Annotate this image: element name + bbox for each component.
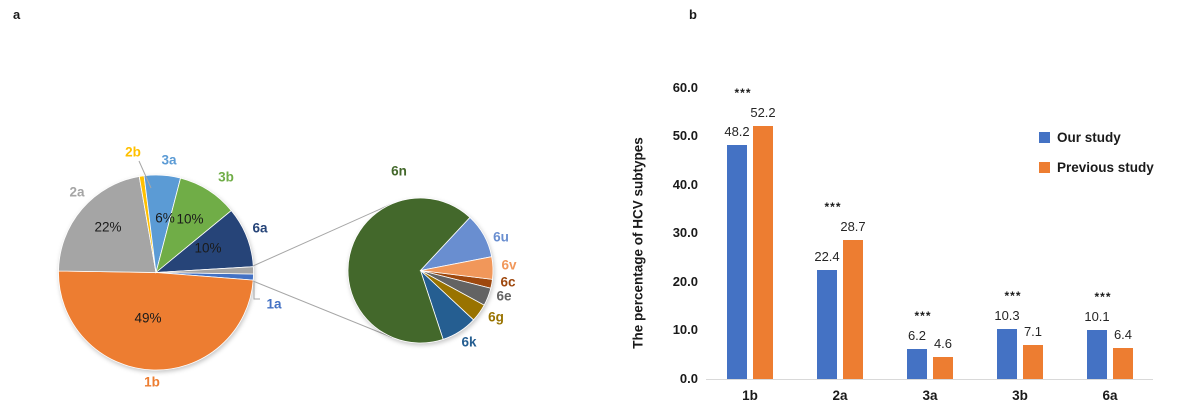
significance-2a: *** (824, 199, 842, 214)
legend-swatch-previous-study (1039, 162, 1050, 173)
bar-value-our-study-3a: 6.2 (907, 327, 927, 343)
bar-value-our-study-6a: 10.1 (1084, 308, 1110, 324)
pie-label-6n: 6n (391, 164, 407, 179)
bar-previous-study-1b (753, 125, 773, 379)
y-tick-10.0: 10.0 (672, 322, 698, 338)
x-tick-3b: 3b (1012, 388, 1028, 403)
x-tick-3a: 3a (922, 388, 938, 403)
bar-our-study-1b (727, 144, 747, 379)
pie-slice-2a (58, 175, 157, 273)
pie-label-6v: 6v (501, 258, 517, 273)
significance-3a: *** (914, 308, 932, 323)
legend-label-our-study: Our study (1057, 130, 1121, 145)
pie-percent-label-3b: 10% (176, 212, 203, 227)
y-tick-40.0: 40.0 (672, 176, 698, 192)
bar-previous-study-3a (933, 356, 953, 379)
pie-label-1b: 1b (144, 375, 160, 390)
x-tick-6a: 6a (1102, 388, 1118, 403)
pie-label-6u: 6u (493, 230, 509, 245)
y-tick-60.0: 60.0 (672, 79, 698, 95)
bar-value-our-study-2a: 22.4 (814, 249, 840, 265)
pie-percent-label-6a: 10% (194, 241, 221, 256)
connector-line-top (252, 203, 391, 267)
significance-1b: *** (734, 85, 752, 100)
pie-label-6g: 6g (488, 310, 504, 325)
bar-our-study-3a (907, 348, 927, 379)
pie-label-3a: 3a (161, 153, 177, 168)
bar-value-our-study-1b: 48.2 (724, 123, 750, 139)
bar-value-previous-study-2a: 28.7 (840, 218, 866, 234)
bar-our-study-6a (1087, 329, 1107, 379)
bar-our-study-3b (997, 329, 1017, 379)
pie-label-6c: 6c (500, 275, 516, 290)
bar-value-our-study-3b: 10.3 (994, 308, 1020, 323)
y-tick-20.0: 20.0 (672, 273, 698, 289)
x-tick-1b: 1b (742, 388, 758, 403)
legend-item-our-study: Our study (1039, 130, 1121, 145)
significance-3b: *** (1004, 289, 1022, 303)
connector-line-bottom (252, 280, 393, 338)
significance-6a: *** (1094, 289, 1112, 304)
bar-previous-study-3b (1023, 344, 1043, 379)
y-axis-title: The percentage of HCV subtypes (630, 137, 646, 349)
bar-previous-study-6a (1113, 347, 1133, 379)
legend-item-previous-study: Previous study (1039, 160, 1154, 175)
pie-slice-6v (420, 256, 494, 280)
leader-line-1a (253, 282, 260, 300)
pie-slice-6n (347, 197, 471, 344)
leader-line-2b (138, 160, 152, 189)
pie-label-2a: 2a (69, 185, 85, 200)
pie-slice-1b (58, 270, 254, 371)
y-tick-0.0: 0.0 (679, 371, 698, 386)
pie-label-6a: 6a (252, 221, 268, 236)
legend-label-previous-study: Previous study (1057, 160, 1154, 175)
bar-value-previous-study-3b: 7.1 (1023, 323, 1043, 339)
pie-percent-label-2a: 22% (94, 220, 121, 235)
main-pie (58, 174, 254, 371)
bar-previous-study-2a (843, 239, 863, 379)
x-axis-line (706, 378, 1153, 380)
pie-label-6k: 6k (461, 335, 477, 350)
pie-label-1a: 1a (266, 297, 282, 312)
pie-percent-label-1b: 49% (134, 311, 161, 326)
panel-a-label: a (13, 7, 21, 22)
genotype6-pie (347, 197, 494, 344)
bar-our-study-2a (817, 270, 837, 379)
pie-slice-genotype6-other (155, 266, 254, 275)
pie-label-3b: 3b (218, 170, 234, 185)
bar-value-previous-study-1b: 52.2 (750, 104, 776, 120)
y-tick-30.0: 30.0 (672, 225, 698, 241)
bar-value-previous-study-3a: 4.6 (933, 335, 953, 351)
x-tick-2a: 2a (832, 388, 848, 403)
pie-label-6e: 6e (496, 289, 512, 304)
pie-percent-label-3a: 6% (155, 211, 175, 226)
legend-swatch-our-study (1039, 132, 1050, 143)
pie-label-2b: 2b (125, 145, 141, 160)
panel-b-label: b (689, 7, 697, 22)
y-tick-50.0: 50.0 (672, 128, 698, 144)
bar-value-previous-study-6a: 6.4 (1113, 326, 1133, 342)
